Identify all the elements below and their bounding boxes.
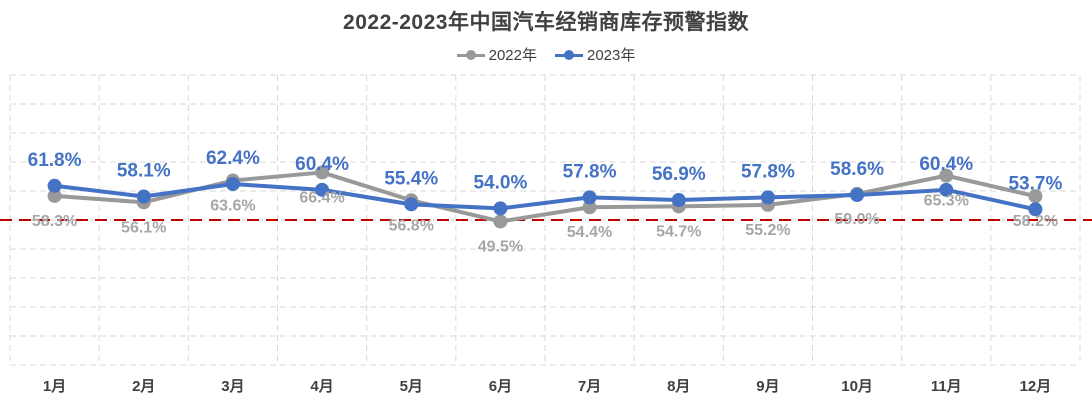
legend-item-2022: 2022年 bbox=[456, 44, 537, 65]
data-point bbox=[47, 178, 62, 193]
data-point bbox=[47, 188, 62, 203]
data-label-2023: 61.8% bbox=[28, 150, 82, 171]
x-tick-label: 12月 bbox=[1020, 378, 1052, 395]
data-point bbox=[582, 200, 597, 215]
x-tick-label: 7月 bbox=[578, 378, 601, 395]
data-label-2022: 63.6% bbox=[210, 198, 255, 215]
x-tick-label: 9月 bbox=[756, 378, 779, 395]
data-label-2022: 59.0% bbox=[834, 211, 879, 228]
data-label-2022: 55.2% bbox=[745, 222, 790, 239]
data-point bbox=[1028, 189, 1043, 204]
data-point bbox=[225, 177, 240, 192]
data-label-2022: 58.2% bbox=[1013, 213, 1058, 230]
data-label-2023: 58.6% bbox=[830, 159, 884, 180]
legend-swatch-2023-icon bbox=[555, 49, 583, 60]
data-label-2022: 56.1% bbox=[121, 219, 166, 236]
data-label-2023: 57.8% bbox=[563, 161, 617, 182]
data-label-2023: 54.0% bbox=[473, 172, 527, 193]
data-point bbox=[136, 189, 151, 204]
data-point bbox=[939, 182, 954, 197]
data-point bbox=[582, 190, 597, 205]
legend-item-2023: 2023年 bbox=[555, 44, 635, 65]
data-label-2022: 65.3% bbox=[924, 193, 969, 210]
series-line-2023年 bbox=[54, 182, 1036, 212]
data-label-2022: 56.8% bbox=[389, 217, 434, 234]
x-tick-label: 3月 bbox=[221, 378, 244, 395]
data-label-2023: 57.8% bbox=[741, 161, 795, 182]
data-point bbox=[1028, 202, 1043, 217]
data-label-2022: 66.4% bbox=[299, 189, 344, 206]
x-tick-label: 2月 bbox=[132, 378, 155, 395]
legend-label-2022: 2022年 bbox=[488, 47, 537, 64]
x-tick-label: 10月 bbox=[841, 378, 873, 395]
chart-title: 2022-2023年中国汽车经销商库存预警指数 bbox=[343, 11, 749, 34]
data-point bbox=[493, 214, 508, 229]
data-label-2023: 62.4% bbox=[206, 148, 260, 169]
data-label-2022: 54.7% bbox=[656, 223, 701, 240]
legend-swatch-2022-icon bbox=[456, 49, 485, 60]
x-tick-label: 8月 bbox=[667, 378, 690, 395]
data-point bbox=[493, 201, 508, 216]
x-tick-label: 4月 bbox=[310, 378, 333, 395]
data-label-2023: 55.4% bbox=[384, 168, 438, 189]
data-point bbox=[671, 192, 686, 207]
data-point bbox=[315, 165, 330, 180]
x-tick-label: 11月 bbox=[931, 378, 962, 395]
data-label-2022: 54.4% bbox=[567, 224, 612, 241]
data-label-2023: 58.1% bbox=[117, 161, 171, 182]
data-label-2023: 60.4% bbox=[295, 154, 349, 175]
data-label-2022: 49.5% bbox=[478, 238, 523, 255]
data-point bbox=[315, 182, 330, 197]
data-point bbox=[939, 168, 954, 183]
data-label-2022: 58.3% bbox=[32, 213, 77, 230]
legend: 2022年 2023年 bbox=[0, 44, 1092, 65]
data-label-2023: 60.4% bbox=[919, 154, 973, 175]
x-tick-label: 6月 bbox=[489, 378, 512, 395]
legend-label-2023: 2023年 bbox=[587, 47, 636, 64]
data-point bbox=[760, 190, 775, 205]
data-label-2023: 53.7% bbox=[1008, 173, 1062, 194]
data-label-2023: 56.9% bbox=[652, 164, 706, 185]
data-point bbox=[404, 197, 419, 212]
x-tick-label: 1月 bbox=[43, 378, 66, 395]
data-point bbox=[850, 188, 865, 203]
x-tick-label: 5月 bbox=[400, 378, 423, 395]
